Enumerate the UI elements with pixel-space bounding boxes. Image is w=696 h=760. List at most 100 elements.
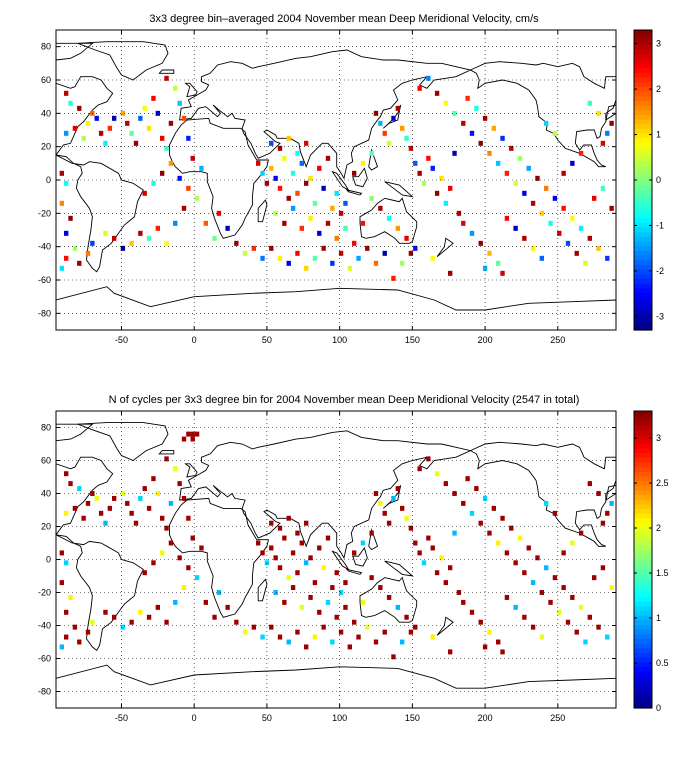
bin-cell <box>369 575 374 581</box>
colorbar-segment <box>634 471 652 477</box>
bin-cell <box>299 540 304 546</box>
bin-cell <box>504 594 510 600</box>
colorbar-segment <box>634 503 652 510</box>
bin-cell <box>146 505 152 511</box>
bin-cell <box>286 195 291 201</box>
bin-cell <box>304 265 309 271</box>
bin-cell <box>94 115 99 121</box>
bin-cell <box>395 486 400 492</box>
bin-cell <box>269 520 274 526</box>
colorbar-segment <box>634 151 652 158</box>
coastline <box>184 82 198 98</box>
bin-cell <box>352 550 357 556</box>
colorbar-segment <box>634 306 652 312</box>
bin-cell <box>430 634 435 640</box>
bin-cell <box>120 245 126 251</box>
bin-cell <box>194 431 200 437</box>
bin-cell <box>334 614 339 620</box>
colorbar-segment <box>634 161 652 167</box>
bin-cell <box>496 160 501 166</box>
bin-cell <box>605 634 610 640</box>
bin-cell <box>234 619 239 625</box>
bin-cell <box>330 205 335 211</box>
bin-cell <box>509 525 514 531</box>
bin-cell <box>160 170 165 176</box>
bin-cell <box>286 135 291 141</box>
bin-cell <box>469 609 475 615</box>
y-tick-label: 80 <box>41 423 51 433</box>
coastline <box>352 167 368 188</box>
bin-cell <box>330 260 335 266</box>
bin-cell <box>456 590 462 595</box>
bin-cell <box>216 590 222 595</box>
bin-cell <box>138 115 143 121</box>
bin-cell <box>530 580 536 586</box>
coastline <box>77 422 169 462</box>
coastline <box>331 170 350 192</box>
bin-cell <box>129 240 134 246</box>
bin-cell <box>360 220 366 226</box>
bin-cell <box>321 565 326 571</box>
colorbar-segment <box>634 133 652 139</box>
colorbar-segment <box>634 208 652 214</box>
colorbar-tick-label: 2.5 <box>656 478 669 488</box>
bin-cell <box>112 614 117 620</box>
bin-cell <box>605 255 610 261</box>
bin-cell <box>286 575 291 581</box>
colorbar-segment <box>634 415 652 421</box>
coastline <box>179 430 472 560</box>
bin-cell <box>120 624 126 630</box>
bin-cell <box>282 155 287 161</box>
coastline <box>345 568 363 575</box>
bin-cell <box>343 225 348 231</box>
bin-cell <box>103 140 108 146</box>
colorbar-segment <box>634 675 652 681</box>
coastline <box>56 154 144 273</box>
colorbar-segment <box>634 466 652 472</box>
bin-cell <box>251 624 256 630</box>
bin-cell <box>478 619 483 625</box>
colorbar-segment <box>634 320 652 326</box>
coastline <box>56 456 114 536</box>
bin-cell <box>338 210 344 216</box>
bin-cell <box>421 180 427 186</box>
bin-cell <box>443 200 448 206</box>
bin-cell <box>199 545 204 551</box>
bin-cell <box>386 140 392 146</box>
colorbar-segment <box>634 610 652 616</box>
colorbar-segment <box>634 142 652 148</box>
bin-cell <box>600 565 606 571</box>
coastline <box>436 616 454 636</box>
bin-cell <box>129 130 134 136</box>
bin-cell <box>378 585 383 591</box>
bin-cell <box>107 505 112 511</box>
bin-cell <box>408 525 414 531</box>
coastline <box>469 61 616 168</box>
colorbar-segment <box>634 647 652 653</box>
bin-cell <box>592 195 597 201</box>
bin-cell <box>596 110 601 116</box>
bin-cell <box>557 230 562 236</box>
bin-cell <box>382 510 387 516</box>
coastline <box>257 199 268 223</box>
bin-cell <box>77 105 82 111</box>
bin-cell <box>378 120 383 126</box>
colorbar-segment <box>634 489 652 496</box>
bin-cell <box>212 235 217 241</box>
coastline <box>77 41 169 81</box>
bin-cell <box>194 575 200 581</box>
bin-cell <box>417 550 422 556</box>
bin-cell <box>317 545 322 551</box>
bin-cell <box>426 75 431 81</box>
bin-cell <box>186 185 191 191</box>
colorbar-segment <box>634 443 652 449</box>
bin-cell <box>68 215 73 221</box>
bin-cell <box>400 260 405 266</box>
bin-cell <box>513 225 518 231</box>
colorbar-segment <box>634 457 652 463</box>
bin-cell <box>421 560 427 566</box>
bin-cell <box>513 560 518 566</box>
colorbar-segment <box>634 522 652 528</box>
bin-cell <box>133 520 139 526</box>
bin-cell <box>59 550 64 556</box>
